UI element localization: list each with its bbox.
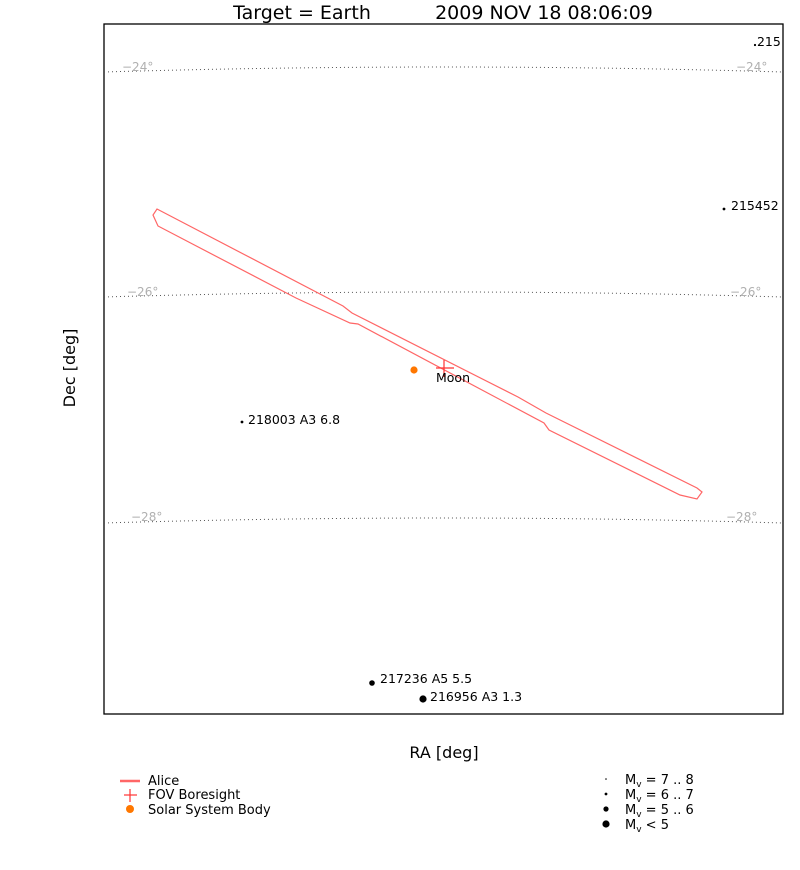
dec-grid-label-left: −24° (122, 60, 153, 74)
mag-lt5-dot-icon (602, 820, 610, 828)
chart-datetime: 2009 NOV 18 08:06:09 (435, 2, 653, 24)
solar-body-legend-icon (126, 805, 134, 813)
mag-7-8-dot-icon (605, 778, 607, 780)
mag-legend-label: Mv = 6 .. 7 (625, 788, 694, 805)
moon-label: Moon (436, 370, 470, 385)
plot-frame (103, 23, 784, 715)
legend-right: Mv = 7 .. 8 Mv = 6 .. 7 Mv = 5 .. 6 Mv <… (602, 773, 694, 835)
dec-grid-label-left: −28° (131, 510, 162, 524)
alice-fov-outline (152, 208, 703, 500)
star-marker (369, 680, 375, 686)
y-axis-label: Dec [deg] (60, 329, 79, 408)
star-marker (722, 207, 726, 211)
star-marker (240, 420, 244, 424)
dec-grid-label-right: −26° (730, 285, 761, 299)
mag-5-6-dot-icon (603, 806, 609, 812)
dec-gridline-26 (103, 291, 784, 298)
star-marker (419, 695, 427, 703)
star-label: 215452 (731, 198, 779, 213)
dec-grid-label-right: −24° (736, 60, 767, 74)
mag-legend-label: Mv < 5 (625, 818, 669, 835)
chart-target-title: Target = Earth (232, 2, 371, 24)
dec-gridline-24 (103, 66, 784, 73)
star-label: .215 (753, 34, 781, 49)
x-axis-label: RA [deg] (409, 743, 478, 762)
moon-marker (410, 366, 418, 374)
mag-legend-label: Mv = 7 .. 8 (625, 773, 694, 790)
star-marker (753, 43, 757, 47)
star-label: 218003 A3 6.8 (248, 412, 340, 427)
fov-boresight-icon (436, 360, 454, 377)
legend-label: FOV Boresight (148, 788, 240, 803)
legend-label: Solar System Body (148, 803, 271, 818)
dec-gridline-28 (103, 517, 784, 524)
star-label: 216956 A3 1.3 (430, 689, 522, 704)
legend-label: Alice (148, 774, 179, 789)
dec-grid-label-left: −26° (127, 285, 158, 299)
boresight-legend-icon (124, 789, 137, 802)
dec-grid-label-right: −28° (726, 510, 757, 524)
legend-left: Alice FOV Boresight Solar System Body (120, 774, 271, 818)
mag-legend-label: Mv = 5 .. 6 (625, 803, 694, 820)
mag-6-7-dot-icon (604, 792, 608, 796)
star-label: 217236 A5 5.5 (380, 671, 472, 686)
